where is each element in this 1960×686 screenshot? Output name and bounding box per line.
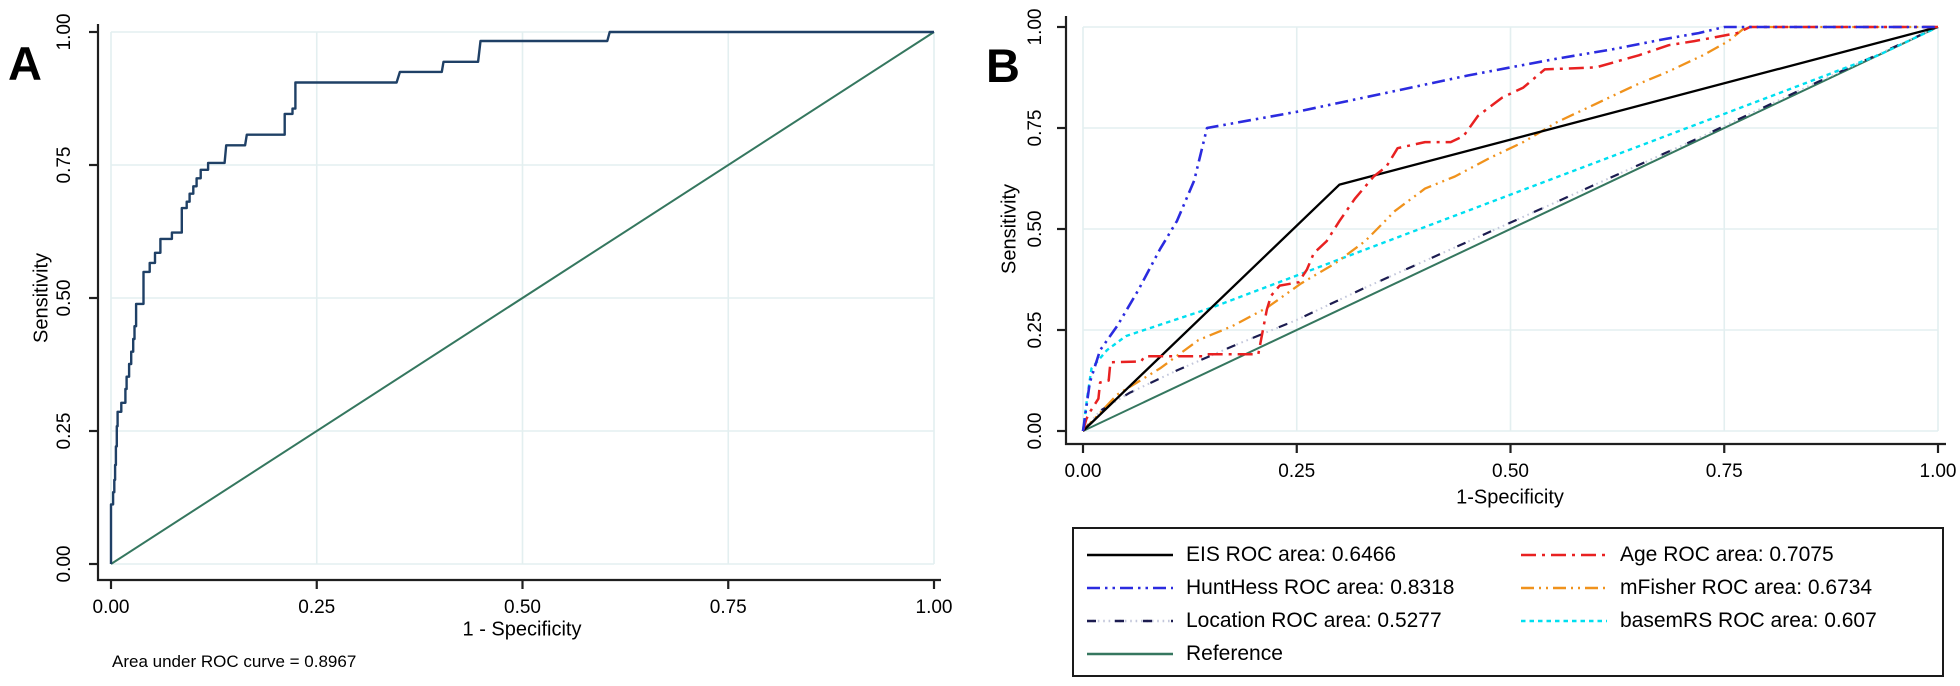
legend-label-location: Location ROC area: 0.5277: [1186, 608, 1442, 632]
legend-sample-location: [1084, 606, 1186, 636]
x-tick-label: 0.75: [710, 597, 747, 618]
y-tick-label: 0.50: [1025, 211, 1046, 248]
y-tick-label: 0.25: [54, 413, 75, 450]
age-line-sample-icon: [1521, 553, 1607, 556]
legend-sample-eis: [1084, 540, 1186, 570]
legend-label-eis: EIS ROC area: 0.6466: [1186, 542, 1397, 566]
series-reference: [1082, 26, 1939, 432]
x-tick-label: 1.00: [916, 597, 953, 618]
panel-a-y-axis-title: Sensitivity: [30, 252, 53, 344]
series-eis: [1082, 25, 1939, 432]
y-tick-label: 0.75: [54, 147, 75, 184]
legend-grid: EIS ROC area: 0.6466 Age ROC area: 0.7075…: [1084, 538, 1938, 670]
tick-labels: 0.00 0.25 0.50 0.75 1.00 0.00 0.25 0.50 0.75 1.00: [1025, 9, 1956, 482]
x-tick-label: 0.25: [1278, 461, 1315, 482]
legend-label-mfisher: mFisher ROC area: 0.6734: [1620, 575, 1873, 599]
panel-a-auc-caption: Area under ROC curve = 0.8967: [112, 652, 357, 671]
series-reference: [110, 31, 935, 565]
legend-sample-hunthess: [1084, 573, 1186, 603]
y-tick-label: 1.00: [1025, 9, 1046, 46]
panel-a-plot: 0.00 0.25 0.50 0.75 1.00 0.00 0.25 0.50 0.75 1.00: [54, 14, 952, 618]
x-tick-label: 0.25: [298, 597, 335, 618]
series-roc: [109, 30, 934, 564]
series-hunthess: [1081, 25, 1938, 432]
axes: [1057, 16, 1946, 453]
axes: [89, 24, 941, 589]
y-tick-label: 0.00: [1025, 413, 1046, 450]
legend-label-hunthess: HuntHess ROC area: 0.8318: [1186, 575, 1455, 599]
series-mfisher: [1082, 25, 1938, 432]
location-line-sample-icon: [1087, 619, 1173, 622]
legend-sample-reference: [1084, 639, 1186, 669]
x-tick-label: 1.00: [1920, 461, 1957, 482]
legend-label-age: Age ROC area: 0.7075: [1620, 542, 1834, 566]
series-location: [1082, 25, 1939, 432]
legend-label-basemrs: basemRS ROC area: 0.607: [1620, 608, 1877, 632]
legend-sample-age: [1518, 540, 1620, 570]
reference-line-sample-icon: [1087, 652, 1173, 655]
y-tick-label: 0.50: [54, 280, 75, 317]
basemrs-line-sample-icon: [1521, 619, 1607, 622]
legend-box: EIS ROC area: 0.6466 Age ROC area: 0.7075…: [1072, 527, 1944, 677]
y-tick-label: 0.25: [1025, 312, 1046, 349]
y-tick-label: 0.75: [1025, 110, 1046, 147]
panel-b-label: B: [986, 39, 1020, 92]
y-tick-label: 1.00: [54, 14, 75, 51]
hunthess-line-sample-icon: [1087, 586, 1173, 589]
series-age: [1081, 25, 1938, 432]
x-tick-label: 0.75: [1706, 461, 1743, 482]
mfisher-line-sample-icon: [1521, 586, 1607, 589]
legend-sample-basemrs: [1518, 606, 1620, 636]
tick-labels: 0.00 0.25 0.50 0.75 1.00 0.00 0.25 0.50 0.75 1.00: [54, 14, 952, 618]
x-tick-label: 0.00: [1065, 461, 1102, 482]
x-tick-label: 0.50: [504, 597, 541, 618]
panel-b-y-axis-title: Sensitivity: [998, 183, 1021, 275]
legend-sample-mfisher: [1518, 573, 1620, 603]
panel-b-x-axis-title: 1-Specificity: [1456, 486, 1564, 509]
panel-a-label: A: [8, 37, 42, 90]
y-tick-label: 0.00: [54, 546, 75, 583]
x-tick-label: 0.00: [93, 597, 130, 618]
eis-line-sample-icon: [1087, 553, 1173, 556]
panel-a-x-axis-title: 1 - Specificity: [462, 618, 582, 641]
legend-label-reference: Reference: [1186, 641, 1283, 665]
panel-b-plot: 0.00 0.25 0.50 0.75 1.00 0.00 0.25 0.50 0.75 1.00: [1025, 9, 1956, 482]
x-tick-label: 0.50: [1492, 461, 1529, 482]
